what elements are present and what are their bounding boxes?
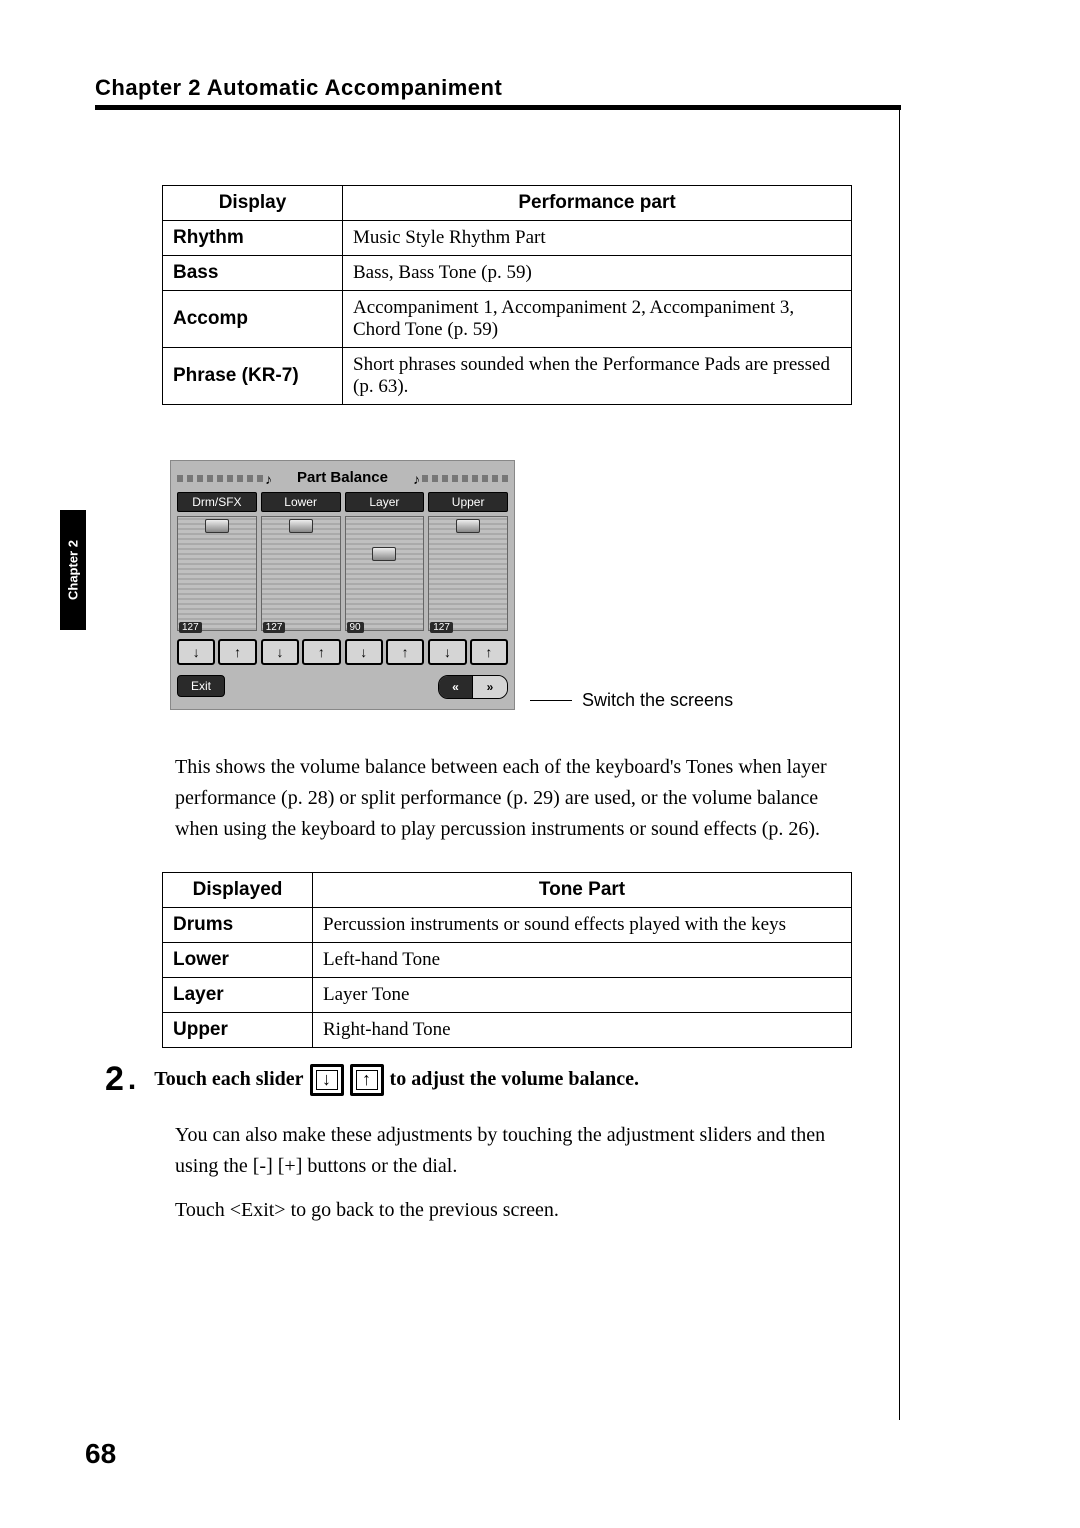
cell: Layer bbox=[163, 978, 313, 1013]
cell: Left-hand Tone bbox=[313, 943, 852, 978]
lcd-tab-upper[interactable]: Upper bbox=[428, 492, 508, 512]
table-row: Accomp Accompaniment 1, Accompaniment 2,… bbox=[163, 291, 852, 348]
cell: Right-hand Tone bbox=[313, 1013, 852, 1048]
step-number: 2 bbox=[105, 1060, 124, 1099]
inline-down-button-icon: ↓ bbox=[310, 1064, 344, 1096]
page-number: 68 bbox=[85, 1438, 116, 1470]
table-row: Layer Layer Tone bbox=[163, 978, 852, 1013]
arrow-down-button[interactable]: ↓ bbox=[261, 639, 299, 665]
table-header: Display bbox=[163, 186, 343, 221]
music-note-icon: ♪ bbox=[265, 471, 272, 487]
body-paragraph: This shows the volume balance between ea… bbox=[175, 752, 860, 845]
cell: Lower bbox=[163, 943, 313, 978]
table-header: Tone Part bbox=[313, 873, 852, 908]
arrow-up-button[interactable]: ↑ bbox=[302, 639, 340, 665]
slider-value: 127 bbox=[263, 622, 286, 633]
table-row: Phrase (KR-7) Short phrases sounded when… bbox=[163, 348, 852, 405]
cell: Bass, Bass Tone (p. 59) bbox=[343, 256, 852, 291]
arrow-up-button[interactable]: ↑ bbox=[218, 639, 256, 665]
music-note-icon: ♪ bbox=[413, 471, 420, 487]
arrow-down-button[interactable]: ↓ bbox=[177, 639, 215, 665]
arrow-up-button[interactable]: ↑ bbox=[470, 639, 508, 665]
cell: Phrase (KR-7) bbox=[163, 348, 343, 405]
cell: Accompaniment 1, Accompaniment 2, Accomp… bbox=[343, 291, 852, 348]
lcd-tab-drmsfx[interactable]: Drm/SFX bbox=[177, 492, 257, 512]
lcd-title: Part Balance bbox=[297, 469, 388, 486]
cell: Short phrases sounded when the Performan… bbox=[343, 348, 852, 405]
inline-up-button-icon: ↑ bbox=[350, 1064, 384, 1096]
body-paragraph: You can also make these adjustments by t… bbox=[175, 1120, 860, 1182]
cell: Music Style Rhythm Part bbox=[343, 221, 852, 256]
body-paragraph: Touch <Exit> to go back to the previous … bbox=[175, 1195, 860, 1226]
slider-upper[interactable]: 127 bbox=[428, 516, 508, 631]
cell: Layer Tone bbox=[313, 978, 852, 1013]
tone-part-table: Displayed Tone Part Drums Percussion ins… bbox=[162, 872, 852, 1048]
step-dot: . bbox=[128, 1063, 136, 1097]
cell: Bass bbox=[163, 256, 343, 291]
arrow-down-button[interactable]: ↓ bbox=[428, 639, 466, 665]
slider-value: 90 bbox=[347, 622, 364, 633]
lcd-tab-lower[interactable]: Lower bbox=[261, 492, 341, 512]
chapter-side-tab: Chapter 2 bbox=[60, 510, 86, 630]
table-header: Performance part bbox=[343, 186, 852, 221]
slider-value: 127 bbox=[179, 622, 202, 633]
slider-value: 127 bbox=[430, 622, 453, 633]
lcd-screenshot: ♪ Part Balance ♪ Drm/SFX Lower Layer Upp… bbox=[170, 460, 515, 710]
arrow-up-button[interactable]: ↑ bbox=[386, 639, 424, 665]
callout-line bbox=[530, 700, 572, 701]
step-text-after: to adjust the volume balance. bbox=[390, 1068, 639, 1091]
slider-lower[interactable]: 127 bbox=[261, 516, 341, 631]
step-2: 2 . Touch each slider ↓ ↑ to adjust the … bbox=[105, 1060, 639, 1099]
nav-next-icon[interactable]: » bbox=[473, 676, 507, 698]
lcd-tab-layer[interactable]: Layer bbox=[345, 492, 425, 512]
horizontal-rule bbox=[95, 105, 901, 110]
table-row: Lower Left-hand Tone bbox=[163, 943, 852, 978]
screen-nav[interactable]: « » bbox=[438, 675, 508, 699]
nav-prev-icon[interactable]: « bbox=[439, 676, 473, 698]
table-row: Drums Percussion instruments or sound ef… bbox=[163, 908, 852, 943]
vertical-rule bbox=[899, 110, 900, 1420]
exit-button[interactable]: Exit bbox=[177, 675, 225, 697]
table-row: Bass Bass, Bass Tone (p. 59) bbox=[163, 256, 852, 291]
chapter-title: Chapter 2 Automatic Accompaniment bbox=[95, 75, 502, 101]
slider-drmsfx[interactable]: 127 bbox=[177, 516, 257, 631]
table-row: Rhythm Music Style Rhythm Part bbox=[163, 221, 852, 256]
cell: Accomp bbox=[163, 291, 343, 348]
step-text-before: Touch each slider bbox=[154, 1068, 303, 1091]
table-header: Displayed bbox=[163, 873, 313, 908]
cell: Drums bbox=[163, 908, 313, 943]
performance-part-table: Display Performance part Rhythm Music St… bbox=[162, 185, 852, 405]
callout-switch-screens: Switch the screens bbox=[530, 690, 733, 711]
slider-layer[interactable]: 90 bbox=[345, 516, 425, 631]
cell: Rhythm bbox=[163, 221, 343, 256]
cell: Upper bbox=[163, 1013, 313, 1048]
cell: Percussion instruments or sound effects … bbox=[313, 908, 852, 943]
arrow-down-button[interactable]: ↓ bbox=[345, 639, 383, 665]
callout-text: Switch the screens bbox=[582, 690, 733, 711]
table-row: Upper Right-hand Tone bbox=[163, 1013, 852, 1048]
